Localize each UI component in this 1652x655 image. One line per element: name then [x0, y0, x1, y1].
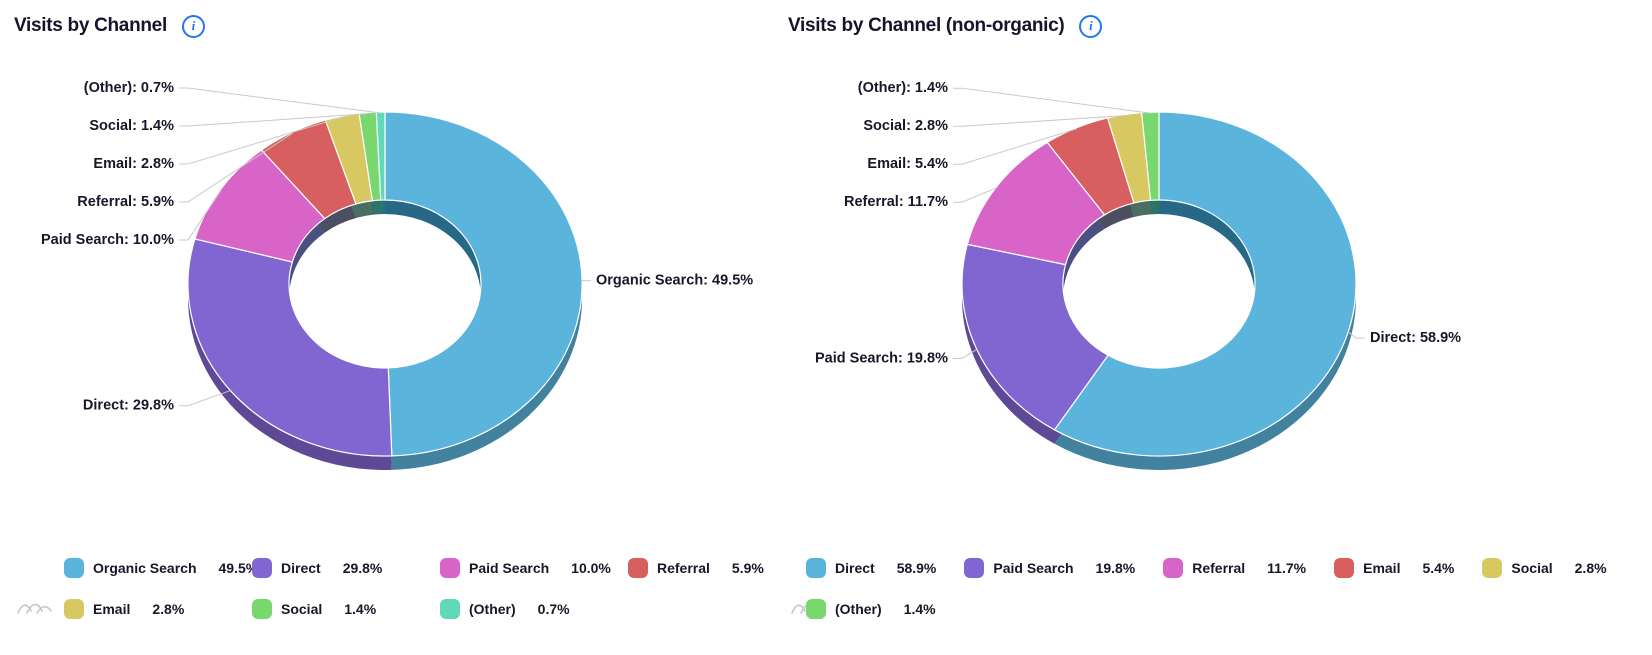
chart-legend: Organic Search 49.5% Direct 29.8% Paid Searc… — [0, 558, 774, 619]
label-leader-line — [179, 389, 232, 407]
legend-item-referral[interactable]: Referral 11.7% — [1163, 558, 1306, 578]
info-icon[interactable]: i — [181, 14, 205, 38]
legend-value: 19.8% — [1095, 560, 1136, 576]
legend-value: 0.7% — [537, 601, 570, 617]
legend-value: 5.4% — [1422, 560, 1455, 576]
pie-slice-direct[interactable] — [1053, 111, 1357, 457]
donut-chart: (Other): 1.4% Social: 2.8% Email: 5.4% Refe… — [774, 52, 1652, 552]
pie-slice-direct[interactable] — [187, 238, 393, 457]
legend-swatch — [1163, 558, 1184, 578]
legend-swatch — [440, 599, 460, 619]
legend-swatch — [806, 558, 826, 578]
legend-item-paid-search[interactable]: Paid Search 10.0% — [440, 558, 628, 578]
pie-slice-other[interactable] — [375, 111, 386, 201]
legend-swatch — [1482, 558, 1503, 578]
legend-item-paid-search[interactable]: Paid Search 19.8% — [964, 558, 1135, 578]
legend-swatch — [440, 558, 460, 578]
donut-svg: (Other): 0.7% Social: 1.4% Email: 2.8% Refe… — [41, 80, 753, 471]
legend-swatch — [64, 558, 84, 578]
legend-label: Paid Search — [993, 560, 1074, 576]
slice-callout-label: Paid Search: 10.0% — [41, 232, 174, 248]
slice-callout-label: Organic Search: 49.5% — [596, 273, 753, 289]
legend-value: 2.8% — [152, 601, 185, 617]
legend-label: Referral — [657, 560, 710, 576]
slice-callout-label: Social: 1.4% — [89, 118, 174, 134]
label-leader-line — [953, 186, 998, 203]
legend-label: Direct — [835, 560, 875, 576]
legend-item-social[interactable]: Social 2.8% — [1482, 558, 1607, 578]
legend-label: (Other) — [835, 601, 882, 617]
legend-label: Organic Search — [93, 560, 197, 576]
label-leader-line — [179, 190, 222, 241]
legend-value: 49.5% — [218, 560, 259, 576]
legend-swatch — [1334, 558, 1355, 578]
legend-item-referral[interactable]: Referral 5.9% — [628, 558, 816, 578]
legend-swatch — [964, 558, 985, 578]
label-leader-line — [953, 87, 1151, 114]
chart-title: Visits by Channel — [14, 15, 167, 36]
chart-legend: Direct 58.9% Paid Search 19.8% Referral 11.7%… — [774, 558, 1652, 619]
chart-header: Visits by Channel (non-organic) i — [774, 0, 1652, 42]
legend-swatch — [64, 599, 84, 619]
donut-svg: (Other): 1.4% Social: 2.8% Email: 5.4% Refe… — [815, 80, 1461, 470]
legend-swatch — [806, 599, 826, 619]
legend-value: 1.4% — [344, 601, 377, 617]
legend-label: Direct — [281, 560, 321, 576]
legend-value: 10.0% — [571, 560, 611, 576]
legend-item-email[interactable]: Email 5.4% — [1334, 558, 1454, 578]
legend-swatch — [252, 558, 272, 578]
legend-swatch — [252, 599, 272, 619]
legend-label: Paid Search — [469, 560, 550, 576]
donut-chart: (Other): 0.7% Social: 1.4% Email: 2.8% Refe… — [0, 52, 774, 552]
label-leader-line — [179, 132, 293, 203]
slice-callout-label: (Other): 0.7% — [84, 80, 174, 96]
slice-callout-label: Referral: 11.7% — [844, 194, 948, 210]
chart-header: Visits by Channel i — [0, 0, 774, 42]
legend-label: Email — [1363, 560, 1401, 576]
legend-value: 58.9% — [896, 560, 937, 576]
legend-item-other[interactable]: (Other) 0.7% — [440, 599, 628, 619]
slice-callout-label: Email: 5.4% — [867, 156, 948, 172]
legend-label: (Other) — [469, 601, 516, 617]
legend-value: 11.7% — [1267, 560, 1307, 576]
slice-callout-label: Direct: 58.9% — [1370, 330, 1461, 346]
label-leader-line — [179, 87, 381, 114]
legend-item-direct[interactable]: Direct 58.9% — [806, 558, 936, 578]
legend-item-social[interactable]: Social 1.4% — [252, 599, 440, 619]
label-leader-line — [1347, 330, 1365, 339]
slice-callout-label: (Other): 1.4% — [858, 80, 948, 96]
label-leader-line — [953, 115, 1125, 127]
label-leader-line — [953, 128, 1077, 165]
label-leader-line — [953, 348, 978, 359]
amcharts-logo-wave-icon[interactable] — [16, 598, 58, 616]
pie-slice-paid-search[interactable] — [961, 243, 1109, 431]
chart-title: Visits by Channel (non-organic) — [788, 15, 1065, 36]
pie-slice-organic-search[interactable] — [384, 111, 583, 457]
legend-value: 29.8% — [342, 560, 383, 576]
label-leader-line — [179, 116, 343, 165]
legend-value: 1.4% — [903, 601, 936, 617]
slice-callout-label: Referral: 5.9% — [77, 194, 174, 210]
slice-callout-label: Social: 2.8% — [863, 118, 948, 134]
legend-label: Email — [93, 601, 131, 617]
legend-swatch — [628, 558, 648, 578]
legend-item-other[interactable]: (Other) 1.4% — [806, 599, 936, 619]
legend-item-direct[interactable]: Direct 29.8% — [252, 558, 440, 578]
label-leader-line — [179, 113, 368, 127]
slice-callout-label: Email: 2.8% — [93, 156, 174, 172]
legend-value: 5.9% — [731, 560, 764, 576]
chart-card-visits-by-channel-non-organic: Visits by Channel (non-organic) i (Other… — [774, 0, 1652, 655]
legend-item-organic-search[interactable]: Organic Search 49.5% — [64, 558, 258, 578]
legend-label: Referral — [1192, 560, 1246, 576]
legend-label: Social — [281, 601, 323, 617]
chart-card-visits-by-channel: Visits by Channel i (Other): 0.7% Social:… — [0, 0, 774, 655]
legend-label: Social — [1511, 560, 1553, 576]
legend-item-email[interactable]: Email 2.8% — [64, 599, 252, 619]
slice-callout-label: Paid Search: 19.8% — [815, 350, 948, 366]
info-icon[interactable]: i — [1079, 14, 1103, 38]
legend-value: 2.8% — [1574, 560, 1607, 576]
slice-callout-label: Direct: 29.8% — [83, 398, 174, 414]
